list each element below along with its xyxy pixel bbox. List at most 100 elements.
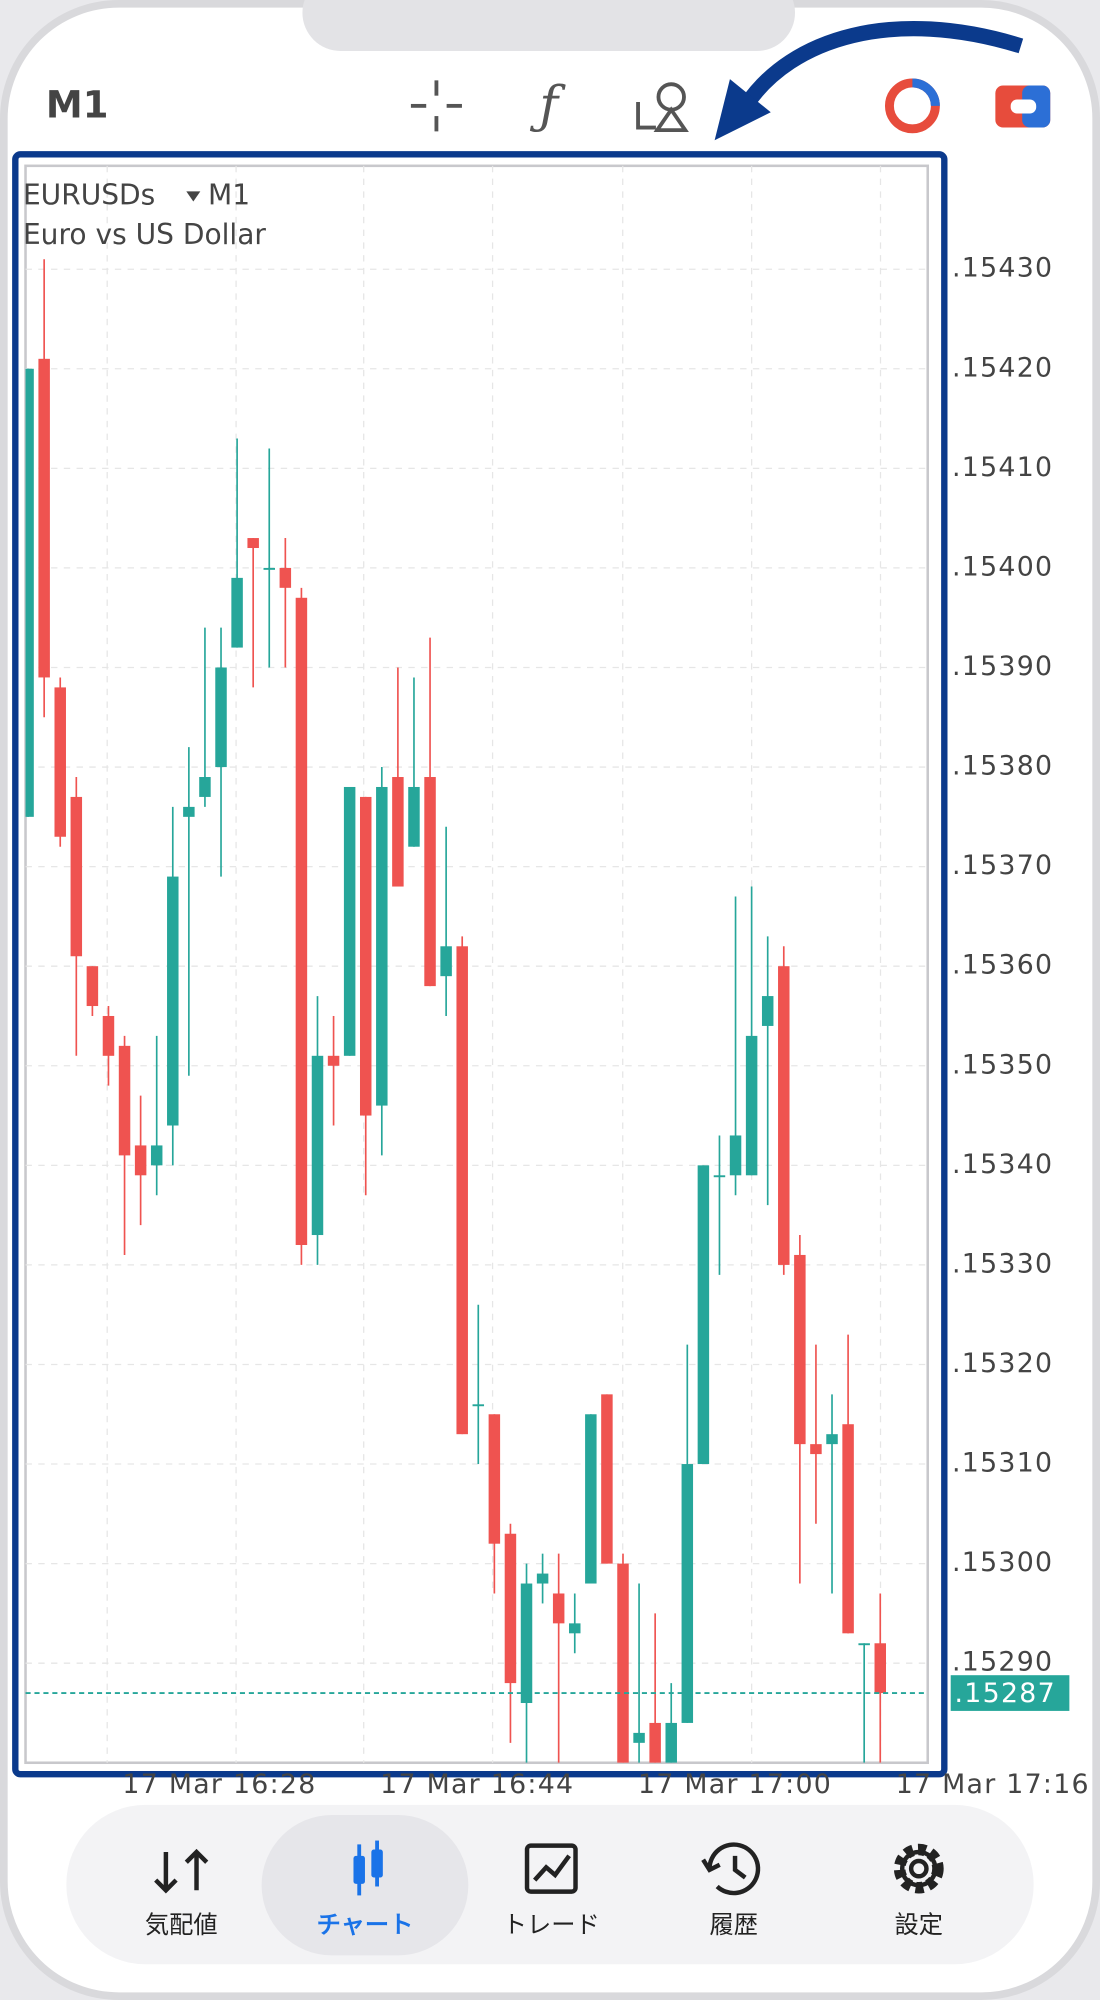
nav-label: 設定 [895,1910,943,1939]
nav-label: 気配値 [145,1910,218,1939]
time-axis: 17 Mar 16:28 17 Mar 16:44 17 Mar 17:00 17 M… [122,1769,1088,1800]
candle-body [263,567,275,570]
trade-icon[interactable] [995,85,1051,128]
y-tick-label: .15370 [952,850,1053,881]
notch [302,0,796,52]
x-tick-label: 17 Mar 16:44 [380,1769,574,1800]
candle-body [665,1722,677,1763]
candle-body [311,1055,324,1236]
grid [25,268,928,1664]
candle-body [150,1145,163,1166]
candle-body [826,1434,838,1445]
candle-body [456,946,468,1435]
dropdown-icon[interactable] [186,191,201,202]
candle-body [392,777,404,887]
plot-area [24,164,930,1765]
quotes-icon[interactable] [154,1848,209,1894]
chart-icon[interactable] [353,1840,383,1896]
candle-body [874,1643,886,1694]
y-tick-label: .15420 [952,352,1053,383]
candle-body [697,1165,710,1465]
candle-body [25,368,34,817]
candle-body [376,786,388,1106]
y-tick-label: .15330 [952,1248,1053,1279]
x-tick-label: 17 Mar 16:28 [122,1769,316,1800]
candle-body [729,1135,742,1176]
candle-body [70,796,83,957]
candle-body [761,996,774,1026]
crosshair-icon[interactable] [410,80,462,132]
annotation-arrowhead [714,79,771,141]
trade-nav-icon[interactable] [524,1843,578,1894]
candle-body [247,538,259,549]
symbol-timeframe: M1 [208,178,250,211]
highlight-frame [12,151,948,1778]
y-tick-label: .15340 [952,1149,1053,1180]
nav-bar [66,1804,1034,1965]
symbol-description: Euro vs US Dollar [23,218,266,251]
candle-body [488,1414,501,1544]
y-tick-label: .15410 [952,452,1053,483]
candle-body [472,1404,485,1407]
candle-body [585,1414,597,1584]
candles [25,259,928,1763]
y-tick-label: .15400 [952,551,1053,582]
y-tick-label: .15380 [952,751,1053,782]
candle-body [810,1444,822,1455]
nav-label: 履歴 [710,1910,758,1939]
candle-body [231,577,243,648]
candle-body [504,1533,517,1684]
candle-body [183,806,195,817]
price-axis: .15430 .15420 .15410 .15400 .15390 .15380 .153… [950,253,1070,1711]
x-tick-label: 17 Mar 17:00 [638,1769,832,1800]
candle-body [327,1055,340,1066]
candle-body [778,966,790,1265]
y-tick-label: .15300 [952,1547,1053,1578]
annotation-arrow [740,21,1024,109]
one-click-icon[interactable] [884,78,940,134]
candle-body [552,1593,565,1624]
nav-active-bg [261,1815,469,1956]
nav-label: トレード [503,1910,600,1939]
candle-body [794,1254,806,1445]
candle-body [520,1583,533,1704]
symbol: EURUSDs [23,178,155,211]
candle-body [440,946,452,977]
candle-body [681,1464,694,1723]
candle-body [649,1722,661,1763]
objects-icon[interactable] [636,82,689,133]
last-price-box [950,1675,1070,1711]
candle-body [86,966,99,1007]
y-tick-label: .15290 [952,1647,1053,1678]
candle-body [279,567,292,588]
candle-body [167,876,179,1126]
candle-body [118,1045,131,1156]
candle-body [633,1732,645,1743]
settings-icon[interactable] [893,1843,944,1894]
candle-body [215,667,227,768]
candle-body [536,1573,549,1584]
candle-body [343,786,356,1056]
candle-body [617,1563,629,1763]
candle-body [424,777,436,987]
history-icon[interactable] [701,1842,761,1896]
candle-body [601,1394,613,1564]
y-tick-label: .15430 [952,253,1053,284]
candle-body [102,1015,115,1056]
last-price-label: .15287 [955,1678,1056,1709]
y-tick-label: .15310 [952,1448,1053,1479]
y-tick-label: .15320 [952,1348,1053,1379]
y-tick-label: .15360 [952,950,1053,981]
candle-body [745,1035,758,1176]
candle-body [569,1623,581,1634]
timeframe-button[interactable]: M1 [46,84,109,127]
candle-body [38,358,50,678]
candle-body [408,786,420,847]
nav-label: チャート [317,1910,414,1939]
y-tick-label: .15390 [952,651,1053,682]
candle-body [713,1175,726,1178]
candle-body [842,1424,854,1634]
candle-body [54,687,66,837]
candle-body [359,796,372,1116]
